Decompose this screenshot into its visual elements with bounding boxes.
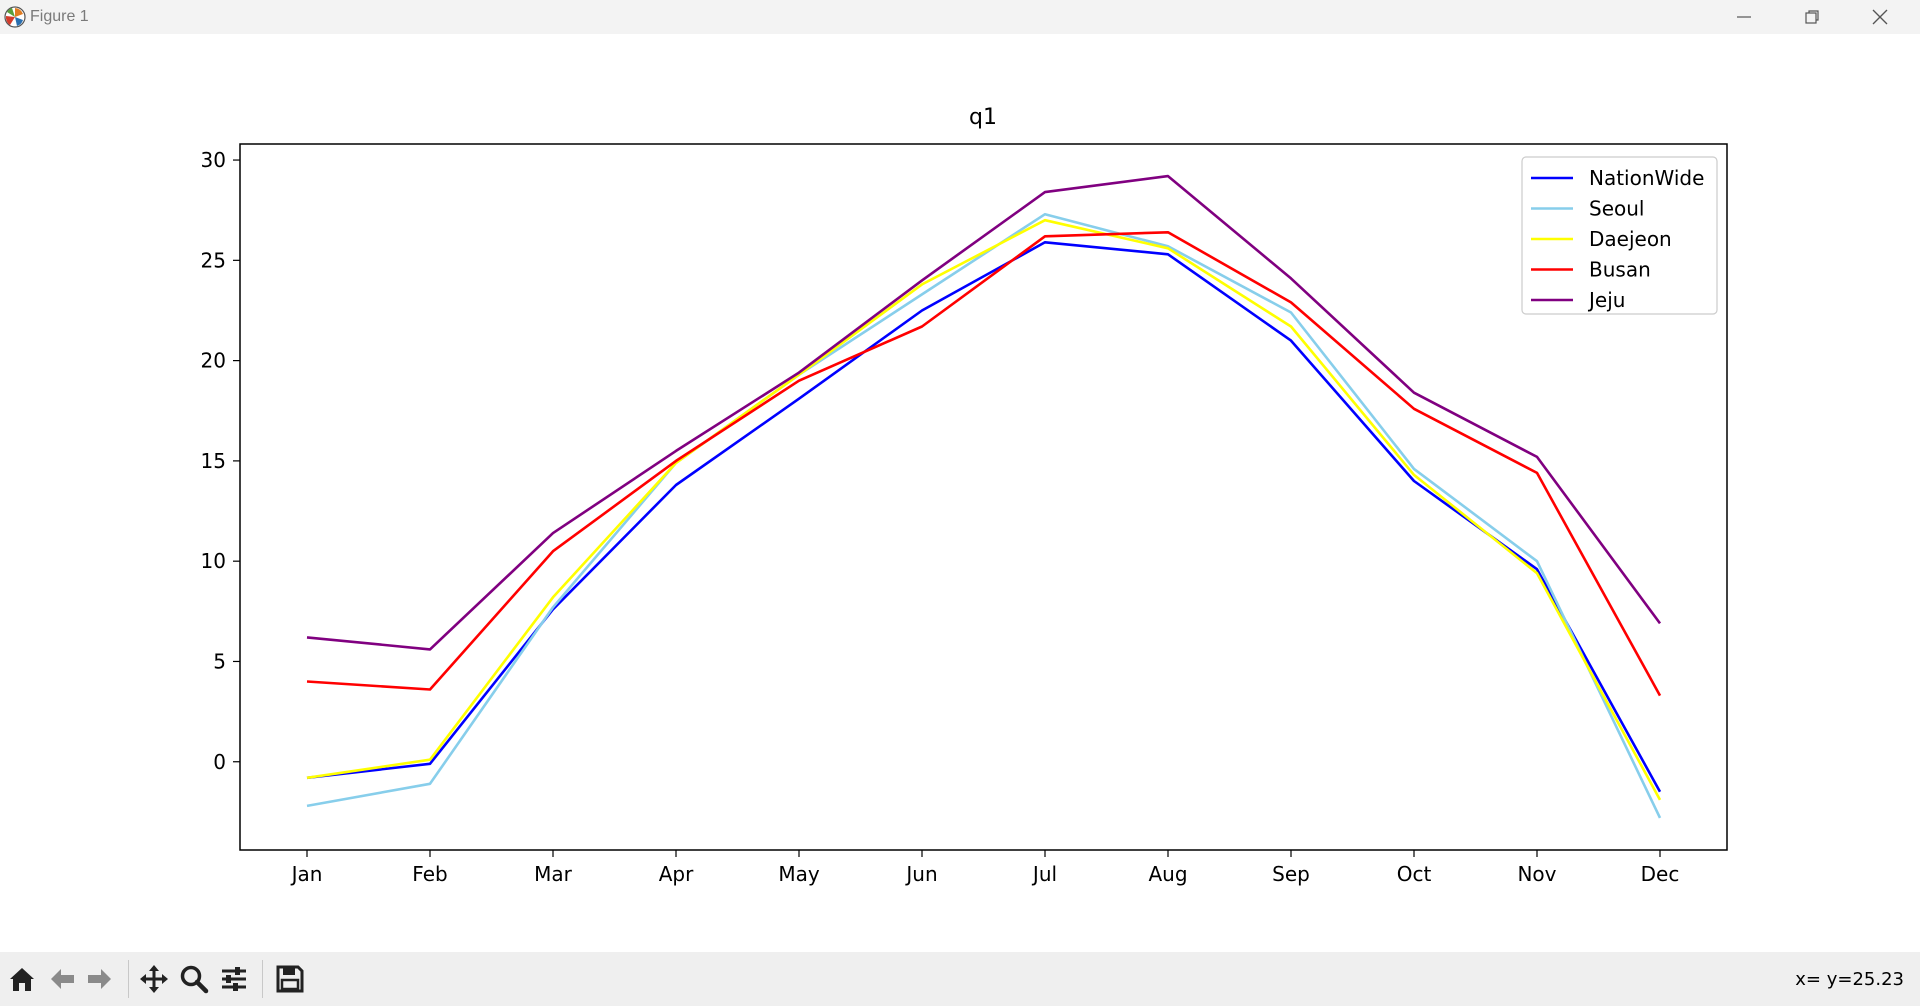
legend-label: Jeju — [1587, 288, 1625, 312]
back-button[interactable] — [44, 961, 80, 997]
restore-icon — [1805, 10, 1819, 24]
series-line-jeju — [306, 174, 1662, 651]
close-button[interactable] — [1852, 0, 1908, 34]
save-button[interactable] — [272, 961, 308, 997]
forward-button[interactable] — [82, 961, 118, 997]
series-line-daejeon — [306, 218, 1662, 801]
x-tick-label: Jul — [1031, 862, 1057, 886]
figure-canvas[interactable]: q1 0 5 10 15 20 25 30 Jan Feb Mar Apr May Jun Jul Aug S… — [0, 34, 1920, 952]
matplotlib-logo-icon — [4, 6, 26, 28]
y-tick-label: 25 — [201, 248, 226, 272]
x-tick-label: Oct — [1397, 862, 1432, 886]
configure-subplots-button[interactable] — [216, 961, 252, 997]
legend-box — [1521, 156, 1718, 315]
series-line-nationwide — [306, 241, 1662, 793]
x-tick-label: Jan — [290, 862, 323, 886]
pan-icon — [140, 965, 168, 993]
x-tick-label: Mar — [534, 862, 573, 886]
forward-icon — [88, 969, 111, 989]
x-tick-label: May — [778, 862, 820, 886]
series-line-busan — [306, 231, 1662, 697]
x-tick-label: Jun — [904, 862, 937, 886]
y-tick-label: 10 — [201, 549, 226, 573]
x-tick-label: Apr — [659, 862, 694, 886]
y-tick-label: 20 — [201, 349, 226, 373]
zoom-button[interactable] — [176, 961, 212, 997]
home-icon — [10, 968, 34, 991]
toolbar-separator — [128, 960, 129, 998]
y-tick-label: 0 — [213, 750, 226, 774]
configure-subplots-icon — [222, 967, 246, 991]
back-icon — [51, 969, 74, 989]
close-icon — [1872, 9, 1888, 25]
legend-label: Busan — [1589, 258, 1651, 282]
x-tick-label: Sep — [1272, 862, 1310, 886]
cursor-coordinates: x= y=25.23 — [1795, 969, 1904, 990]
chart-title: q1 — [969, 105, 997, 130]
y-tick-label: 15 — [201, 449, 226, 473]
line-chart: q1 0 5 10 15 20 25 30 Jan Feb Mar Apr May Jun Jul Aug S… — [201, 105, 1728, 886]
legend-label: Daejeon — [1589, 227, 1672, 251]
series-line-seoul — [306, 212, 1662, 819]
minimize-button[interactable] — [1716, 0, 1772, 34]
home-button[interactable] — [4, 961, 40, 997]
zoom-icon — [180, 965, 209, 994]
window-title: Figure 1 — [30, 8, 89, 25]
legend-label: Seoul — [1589, 197, 1644, 221]
legend-label: NationWide — [1589, 166, 1704, 190]
x-tick-label: Dec — [1641, 862, 1680, 886]
x-tick-label: Feb — [412, 862, 447, 886]
navigation-toolbar: x= y=25.23 — [0, 952, 1920, 1006]
minimize-icon — [1737, 16, 1751, 18]
maximize-button[interactable] — [1784, 0, 1840, 34]
x-tick-label: Aug — [1148, 862, 1187, 886]
axes-frame — [239, 143, 1728, 851]
y-tick-label: 30 — [201, 148, 226, 172]
window-titlebar: Figure 1 — [0, 0, 1920, 35]
pan-button[interactable] — [136, 961, 172, 997]
x-tick-label: Nov — [1517, 862, 1556, 886]
toolbar-separator — [262, 960, 263, 998]
y-tick-label: 5 — [213, 649, 226, 673]
save-icon — [276, 965, 304, 993]
